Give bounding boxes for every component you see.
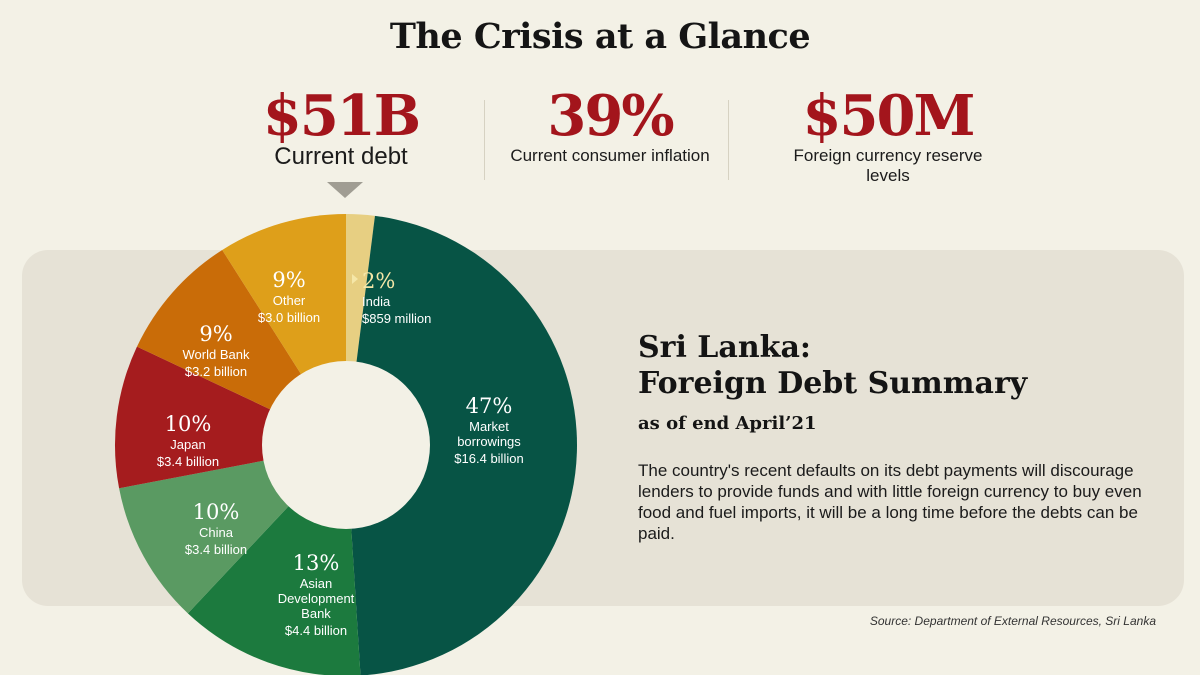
pie-label-percent: 9% [272, 268, 305, 292]
source-note: Source: Department of External Resources… [869, 614, 1156, 628]
summary-heading-line2: Foreign Debt Summary [638, 366, 1028, 401]
pie-label-name: India [362, 294, 391, 309]
pointer-triangle-icon [352, 274, 358, 284]
pie-label-name: World Bank [183, 347, 250, 362]
pie-label-name: Japan [170, 437, 205, 452]
pie-label-world-bank: 9%World Bank $3.2 billion [183, 322, 250, 379]
stat-label: Current consumer inflation [510, 146, 710, 165]
pie-label-percent: 9% [199, 322, 232, 346]
pie-label-name: China [199, 525, 234, 540]
summary-heading-line1: Sri Lanka: [638, 330, 811, 365]
pie-label-amount: $16.4 billion [454, 451, 523, 466]
stat-divider [484, 100, 485, 180]
pie-label-amount: $3.4 billion [185, 542, 247, 557]
pie-label-name: borrowings [457, 434, 521, 449]
pie-label-percent: 13% [293, 551, 340, 575]
pie-label-name: Market [469, 419, 509, 434]
stat-value: $51B [262, 83, 421, 149]
stat-value: 39% [547, 83, 674, 149]
pie-label-other: 9%Other $3.0 billion [258, 268, 320, 325]
pie-label-name: Asian [300, 576, 333, 591]
stat-current-debt: $51B Current debt [230, 86, 452, 170]
page-title: The Crisis at a Glance [389, 16, 811, 57]
stat-label: Current debt [274, 143, 408, 170]
summary-date: as of end April’21 [638, 413, 817, 434]
stat-label: Foreign currency reserve levels [793, 146, 983, 185]
pie-label-name: Bank [301, 606, 331, 621]
pie-label-amount: $4.4 billion [285, 623, 347, 638]
pie-label-name: Development [278, 591, 355, 606]
pie-label-percent: 47% [466, 394, 513, 418]
pie-label-india: 2%India $859 million [352, 269, 431, 326]
stat-reserves: $50M Foreign currency reserve levels [770, 86, 1006, 186]
pie-label-percent: 10% [193, 500, 240, 524]
pie-label-china: 10%China $3.4 billion [185, 500, 247, 557]
pie-label-amount: $859 million [362, 311, 431, 326]
summary-heading: Sri Lanka: Foreign Debt Summary [638, 330, 1158, 402]
pie-label-percent: 2% [362, 269, 395, 293]
pie-label-name: Other [273, 293, 306, 308]
pointer-arrow-icon [327, 182, 363, 198]
stat-value: $50M [802, 83, 976, 149]
summary-description: The country's recent defaults on its deb… [638, 461, 1142, 543]
pie-label-amount: $3.0 billion [258, 310, 320, 325]
stat-divider [728, 100, 729, 180]
stat-inflation: 39% Current consumer inflation [505, 86, 715, 166]
pie-label-amount: $3.4 billion [157, 454, 219, 469]
pie-label-japan: 10%Japan $3.4 billion [157, 412, 219, 469]
pie-slice-market-borrowings [346, 215, 577, 675]
donut-hole [262, 361, 430, 529]
pie-label-amount: $3.2 billion [185, 364, 247, 379]
pie-label-percent: 10% [165, 412, 212, 436]
